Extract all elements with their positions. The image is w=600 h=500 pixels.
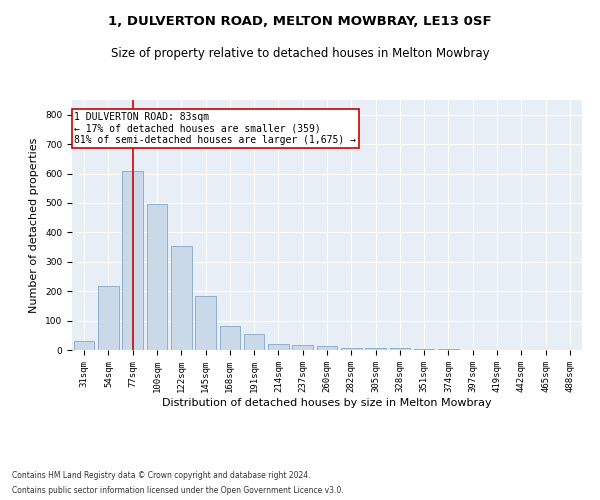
Bar (74, 341, 94, 350)
Bar (195, 296, 216, 350)
Bar (98, 286, 119, 350)
Bar (365, 348, 386, 350)
Text: Contains public sector information licensed under the Open Government Licence v3: Contains public sector information licen… (12, 486, 344, 495)
Text: Size of property relative to detached houses in Melton Mowbray: Size of property relative to detached ho… (110, 48, 490, 60)
Bar (389, 348, 410, 350)
Text: Contains HM Land Registry data © Crown copyright and database right 2024.: Contains HM Land Registry data © Crown c… (12, 471, 311, 480)
Text: 1 DULVERTON ROAD: 83sqm
← 17% of detached houses are smaller (359)
81% of semi-d: 1 DULVERTON ROAD: 83sqm ← 17% of detache… (74, 112, 356, 145)
Bar (146, 204, 167, 350)
Y-axis label: Number of detached properties: Number of detached properties (29, 138, 40, 312)
Text: 1, DULVERTON ROAD, MELTON MOWBRAY, LE13 0SF: 1, DULVERTON ROAD, MELTON MOWBRAY, LE13 … (108, 15, 492, 28)
Bar (292, 345, 313, 350)
Bar (244, 334, 265, 350)
Bar (220, 326, 240, 350)
Bar (438, 349, 459, 350)
Bar (171, 246, 191, 350)
X-axis label: Distribution of detached houses by size in Melton Mowbray: Distribution of detached houses by size … (162, 398, 492, 407)
Bar (414, 348, 434, 350)
Bar (341, 348, 362, 350)
Bar (122, 170, 143, 350)
Bar (317, 346, 337, 350)
Bar (268, 344, 289, 350)
